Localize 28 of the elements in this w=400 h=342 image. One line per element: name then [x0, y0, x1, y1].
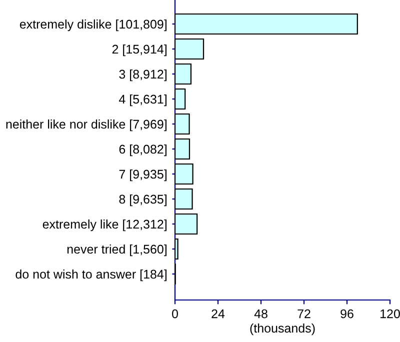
bar — [175, 138, 190, 160]
bar — [175, 88, 186, 110]
x-axis-title: (thousands) — [250, 323, 315, 336]
bar — [175, 13, 358, 35]
y-tick-label: 6 [8,082] — [119, 144, 166, 156]
y-tick-label: do not wish to answer [184] — [16, 269, 166, 282]
bar — [175, 188, 193, 210]
x-tick-label: 0 — [172, 309, 178, 318]
x-tick-label: 96 — [340, 309, 354, 318]
y-tick-label: extremely like [12,312] — [42, 219, 166, 232]
x-tick-label: 48 — [254, 309, 268, 318]
y-tick-label: 2 [15,914] — [112, 44, 166, 56]
y-tick-label: 3 [8,912] — [119, 69, 166, 82]
y-tick-label: 8 [9,635] — [119, 194, 166, 206]
y-tick-label: 4 [5,631] — [119, 94, 166, 106]
y-tick-label: neither like nor dislike [7,969] — [6, 119, 166, 132]
bar — [175, 63, 192, 85]
bar — [175, 38, 204, 60]
bar — [175, 113, 190, 135]
y-tick-label: extremely dislike [101,809] — [20, 19, 166, 32]
x-tick-label: 72 — [298, 309, 310, 318]
bar — [175, 213, 198, 235]
y-tick-label: 7 [9,935] — [119, 169, 166, 182]
bar — [175, 163, 194, 185]
bar — [175, 238, 178, 260]
y-tick-label: never tried [1,560] — [67, 244, 166, 256]
x-tick-label: 24 — [212, 309, 225, 318]
x-tick-label: 120 — [380, 309, 400, 318]
